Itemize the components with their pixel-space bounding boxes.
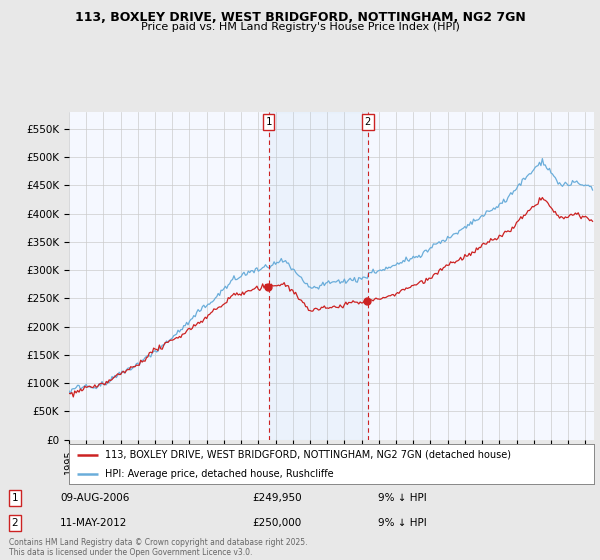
Text: 1: 1	[11, 493, 19, 503]
Text: 113, BOXLEY DRIVE, WEST BRIDGFORD, NOTTINGHAM, NG2 7GN: 113, BOXLEY DRIVE, WEST BRIDGFORD, NOTTI…	[74, 11, 526, 24]
Text: 11-MAY-2012: 11-MAY-2012	[60, 518, 127, 528]
Text: 2: 2	[365, 117, 371, 127]
Text: £249,950: £249,950	[252, 493, 302, 503]
Text: 2: 2	[11, 518, 19, 528]
Text: Price paid vs. HM Land Registry's House Price Index (HPI): Price paid vs. HM Land Registry's House …	[140, 22, 460, 32]
Text: £250,000: £250,000	[252, 518, 301, 528]
Bar	[269, 112, 368, 440]
Text: 113, BOXLEY DRIVE, WEST BRIDGFORD, NOTTINGHAM, NG2 7GN (detached house): 113, BOXLEY DRIVE, WEST BRIDGFORD, NOTTI…	[105, 450, 511, 460]
Text: 9% ↓ HPI: 9% ↓ HPI	[378, 493, 427, 503]
Text: Contains HM Land Registry data © Crown copyright and database right 2025.
This d: Contains HM Land Registry data © Crown c…	[9, 538, 308, 557]
Text: 09-AUG-2006: 09-AUG-2006	[60, 493, 130, 503]
Text: 1: 1	[266, 117, 272, 127]
Text: HPI: Average price, detached house, Rushcliffe: HPI: Average price, detached house, Rush…	[105, 469, 334, 479]
Text: 9% ↓ HPI: 9% ↓ HPI	[378, 518, 427, 528]
